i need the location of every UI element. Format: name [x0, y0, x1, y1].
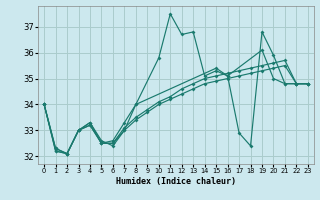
X-axis label: Humidex (Indice chaleur): Humidex (Indice chaleur) [116, 177, 236, 186]
